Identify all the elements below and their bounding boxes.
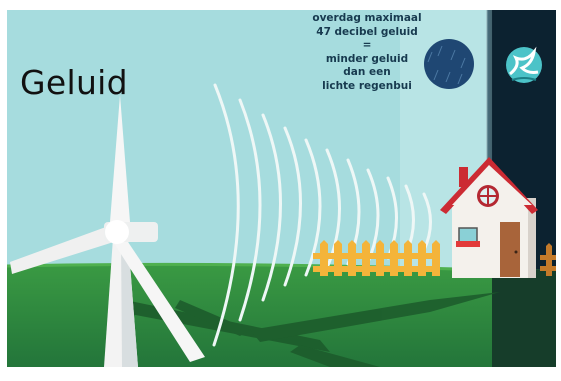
wind-turbine-icon: [10, 95, 205, 367]
river-logo-icon: [506, 46, 542, 83]
house-icon: [440, 157, 538, 278]
rain-cloud-icon: [424, 39, 474, 89]
noise-caption: overdag maximaal 47 decibel geluid = min…: [312, 12, 422, 92]
page-title: Geluid: [20, 63, 128, 102]
fence: [313, 240, 556, 276]
grass-field: [7, 264, 556, 367]
